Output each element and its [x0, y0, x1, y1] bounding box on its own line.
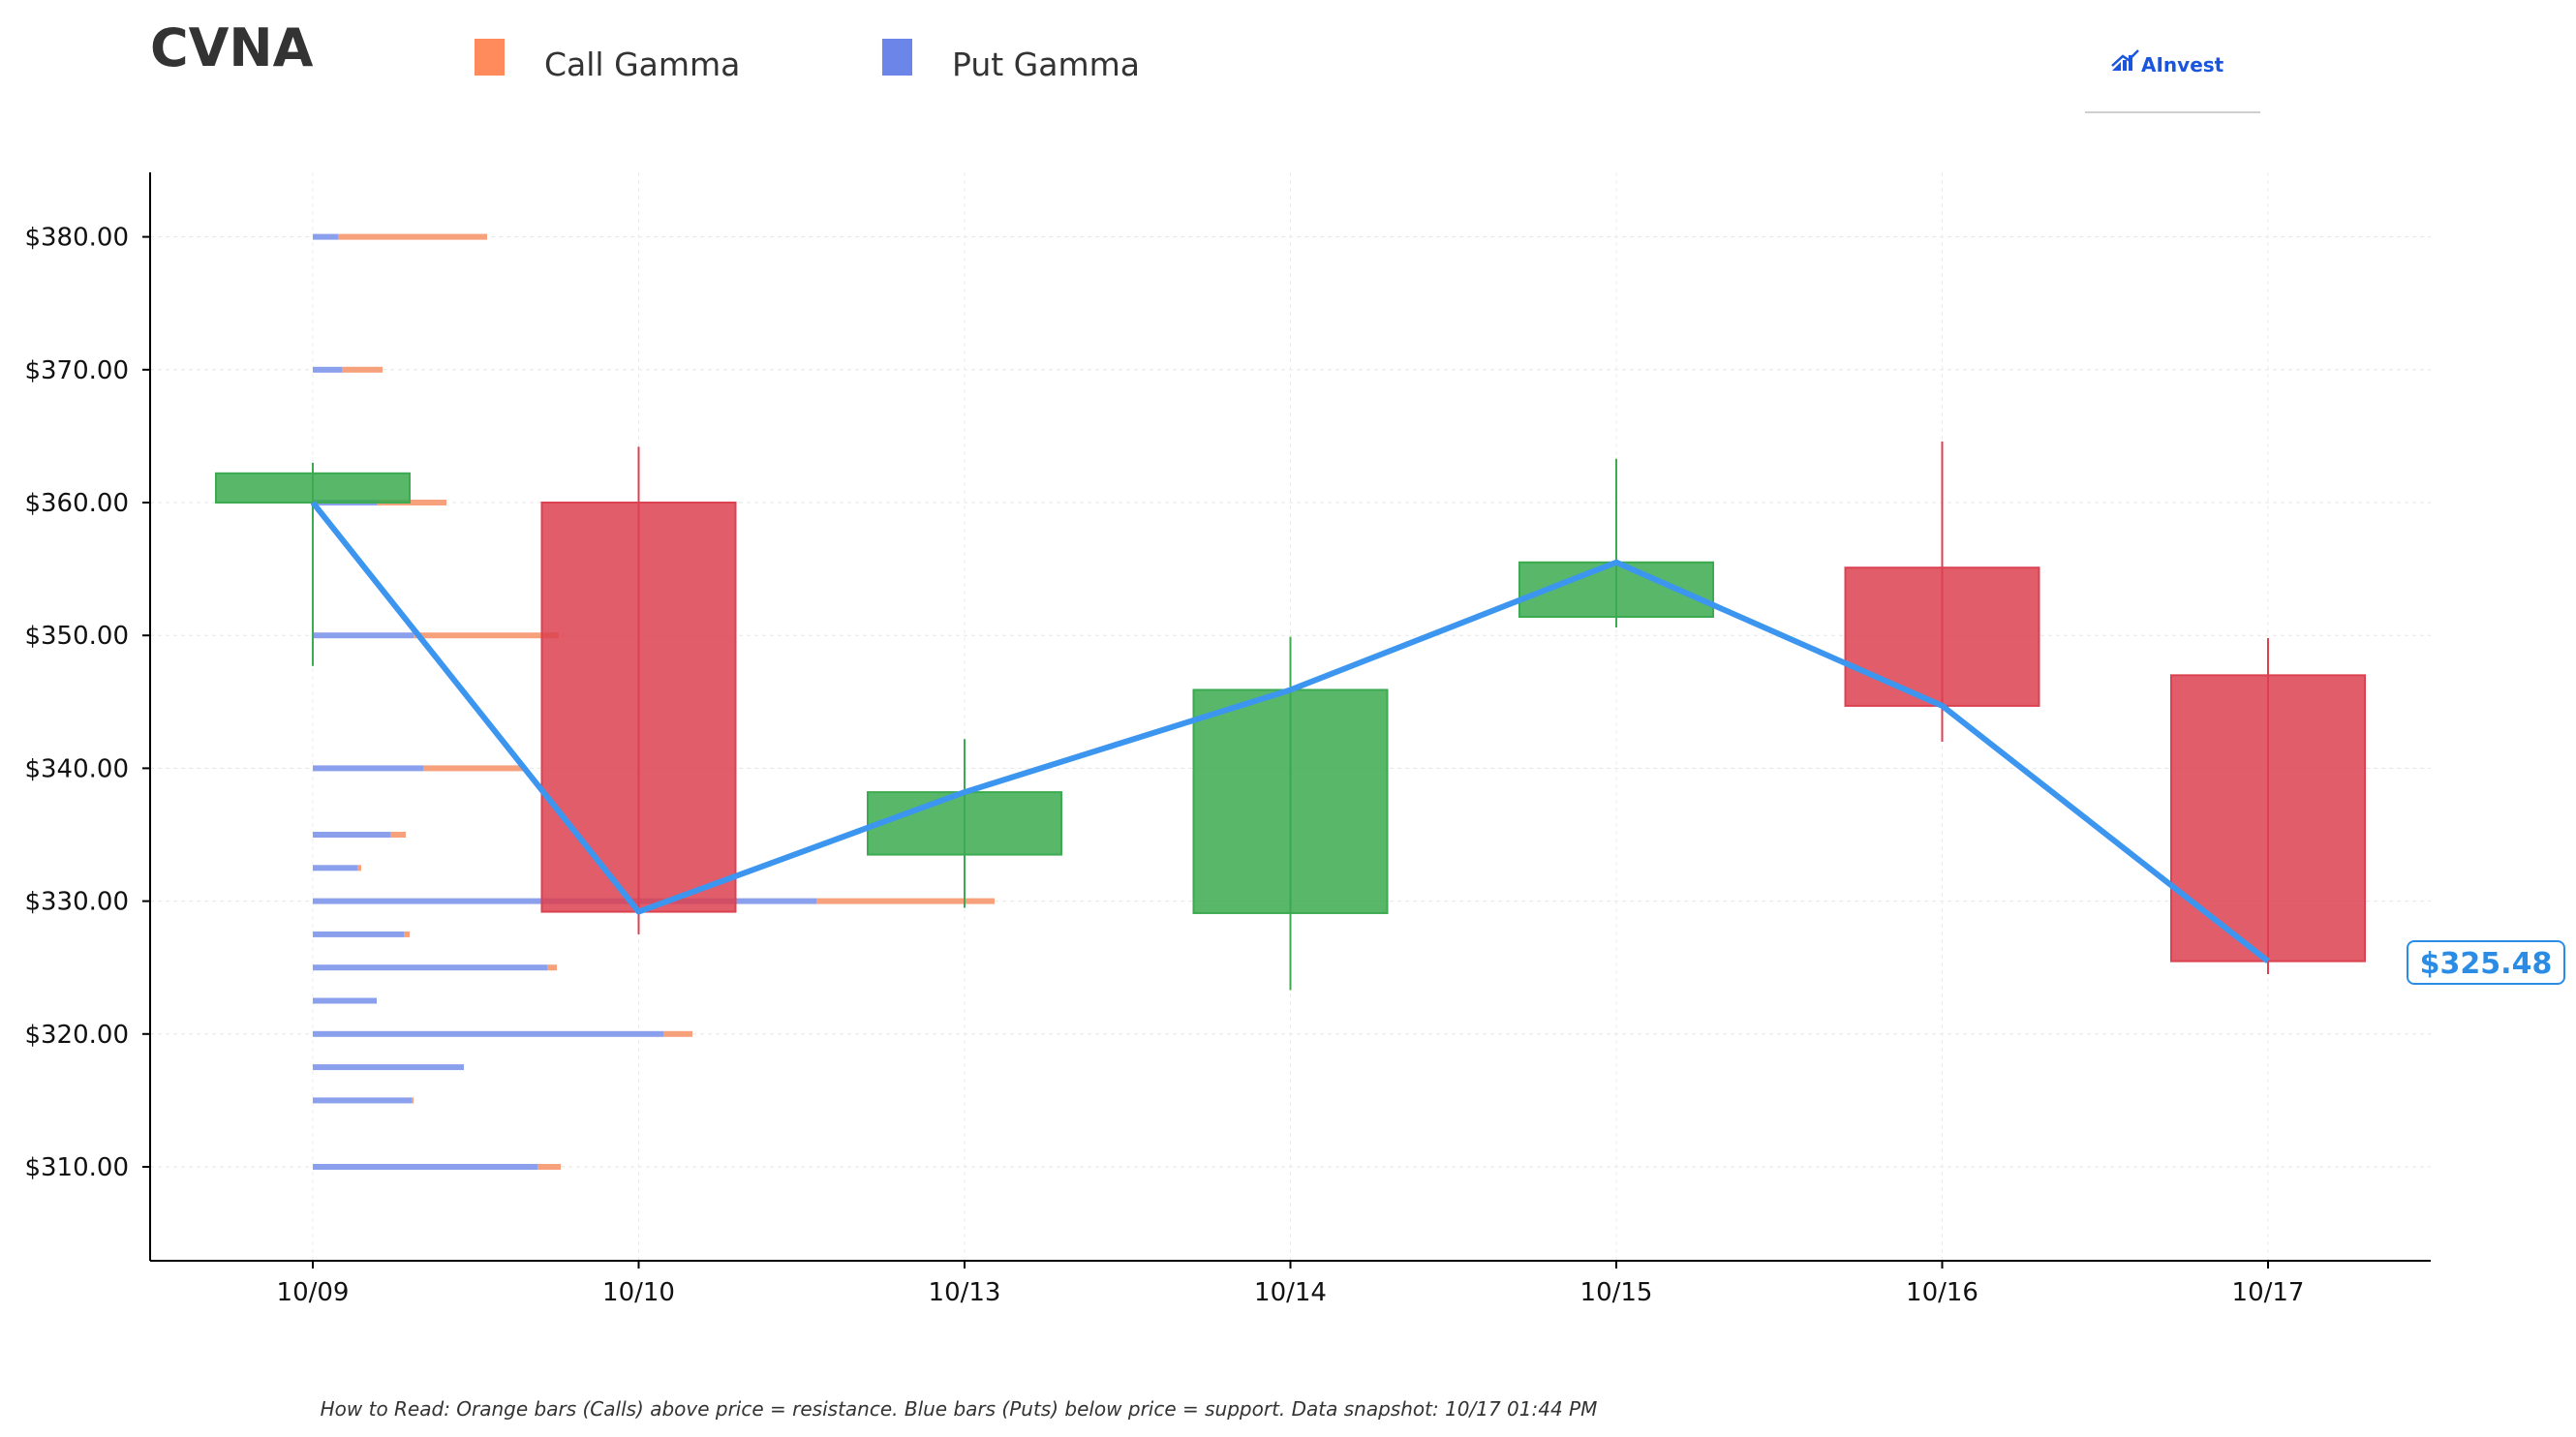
put-gamma-bar: [313, 366, 342, 373]
y-tick-label: $340.00: [24, 754, 129, 783]
candle-up: [215, 472, 411, 504]
put-gamma-bar: [313, 997, 377, 1004]
y-axis-ticks: $310.00 $320.00 $330.00 $340.00 $350.00 $360.…: [24, 224, 150, 1182]
current-price-box: [2407, 940, 2565, 985]
gamma-bars: [313, 233, 995, 1170]
candle-up: [867, 791, 1062, 856]
legend: Call Gamma Put Gamma: [475, 39, 1140, 83]
put-gamma-bar: [313, 964, 547, 971]
x-tick-label: 10/16: [1906, 1278, 1978, 1307]
candle-down: [1844, 566, 2040, 707]
call-gamma-bar: [547, 964, 557, 971]
call-gamma-bar: [412, 1097, 414, 1104]
put-gamma-bar: [313, 865, 357, 871]
brand-logo: AInvest: [2085, 49, 2260, 113]
x-tick-label: 10/09: [277, 1278, 350, 1307]
call-gamma-bar: [816, 898, 995, 904]
current-price-label: $325.48: [2420, 947, 2553, 981]
current-price-badge: $325.48: [2407, 940, 2565, 985]
put-gamma-bar: [313, 632, 414, 639]
put-gamma-bar: [313, 1064, 464, 1071]
candles: [215, 441, 2366, 991]
call-gamma-bar: [537, 1164, 561, 1170]
x-axis-ticks: 10/09 10/10 10/13 10/14 10/15 10/16 10/17: [277, 1261, 2305, 1307]
call-gamma-bar: [423, 765, 526, 772]
legend-call-swatch: [475, 39, 505, 76]
legend-put-label: Put Gamma: [952, 46, 1140, 83]
call-gamma-bar: [338, 233, 487, 240]
y-tick-label: $380.00: [24, 224, 129, 253]
y-tick-label: $310.00: [24, 1153, 129, 1182]
call-gamma-bar: [342, 366, 383, 373]
how-to-read-footnote: How to Read: Orange bars (Calls) above p…: [321, 1397, 1598, 1421]
brand-name: AInvest: [2141, 53, 2224, 76]
put-gamma-bar: [313, 765, 423, 772]
y-tick-label: $370.00: [24, 356, 129, 385]
x-tick-label: 10/17: [2232, 1278, 2305, 1307]
put-gamma-bar: [313, 1030, 663, 1037]
y-tick-label: $350.00: [24, 622, 129, 651]
brand-chart-icon: [2111, 49, 2139, 71]
x-tick-label: 10/15: [1580, 1278, 1653, 1307]
call-gamma-bar: [404, 931, 410, 937]
put-gamma-bar: [313, 1097, 412, 1104]
put-gamma-bar: [313, 233, 338, 240]
put-gamma-bar: [313, 931, 404, 937]
call-gamma-bar: [663, 1030, 692, 1037]
put-gamma-bar: [313, 832, 390, 838]
price-line: [310, 501, 2270, 963]
candle-down: [540, 502, 737, 913]
close-price-line: [310, 501, 2270, 963]
y-tick-label: $330.00: [24, 888, 129, 917]
x-tick-label: 10/10: [602, 1278, 675, 1307]
y-tick-label: $320.00: [24, 1021, 129, 1050]
chart-title: CVNA: [150, 17, 314, 78]
candle-down: [2170, 674, 2366, 963]
put-gamma-bar: [313, 1164, 537, 1170]
candle-up: [1192, 688, 1389, 914]
legend-call-label: Call Gamma: [544, 46, 740, 83]
legend-put-swatch: [882, 39, 912, 76]
x-tick-label: 10/14: [1254, 1278, 1327, 1307]
call-gamma-bar: [414, 632, 559, 639]
x-tick-label: 10/13: [929, 1278, 1001, 1307]
call-gamma-bar: [390, 832, 406, 838]
y-tick-label: $360.00: [24, 489, 129, 518]
call-gamma-bar: [377, 500, 446, 505]
call-gamma-bar: [357, 865, 361, 871]
